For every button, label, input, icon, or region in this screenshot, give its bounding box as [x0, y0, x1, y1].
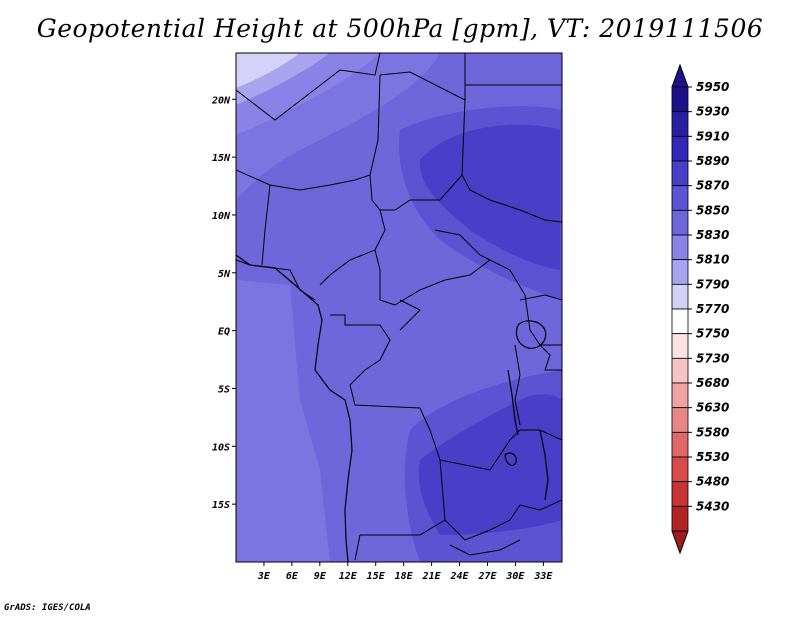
- colorbar-label: 5870: [696, 179, 729, 193]
- border-line: [369, 74, 466, 211]
- colorbar-swatch: [671, 283, 689, 310]
- border-line: [434, 229, 531, 331]
- border-line: [354, 534, 361, 561]
- border-line: [539, 344, 562, 371]
- border-line: [461, 174, 562, 223]
- longitude-axis: 3E 6E 9E 12E 15E 18E 21E 24E 27E 30E 33E: [257, 562, 553, 582]
- colorbar-label: 5850: [696, 203, 729, 217]
- colorbar-swatch: [671, 234, 689, 261]
- lake-mweru: [504, 452, 517, 466]
- lon-tick-label: 27E: [477, 571, 497, 582]
- lat-tick-label: 5S: [218, 384, 230, 395]
- lat-tick-label: 10S: [212, 442, 230, 453]
- latitude-axis: 20N 15N 10N 5N EQ 5S 10S 15S: [211, 95, 236, 511]
- lat-tick-label: EQ: [218, 327, 230, 338]
- lat-tick-label: 15N: [212, 153, 231, 164]
- colorbar-swatch: [671, 135, 689, 162]
- border-line: [509, 429, 562, 441]
- border-line: [519, 294, 562, 301]
- coastline: [236, 254, 549, 562]
- lon-tick-label: 30E: [505, 571, 525, 582]
- colorbar-label: 5910: [696, 129, 729, 143]
- lon-tick-label: 3E: [257, 571, 271, 582]
- lon-tick-label: 33E: [533, 571, 553, 582]
- coast-line: [236, 254, 353, 562]
- lon-tick-label: 12E: [339, 571, 358, 582]
- field-band-5790: [236, 53, 300, 88]
- lon-tick-label: 24E: [450, 571, 470, 582]
- lake-malawi: [539, 429, 549, 501]
- colorbar-label: 5790: [696, 277, 729, 291]
- colorbar-label: 5810: [696, 253, 729, 267]
- colorbar-swatch: [671, 382, 689, 409]
- colorbar-label: 5580: [696, 425, 729, 439]
- colorbar-label: 5750: [696, 327, 729, 341]
- colorbar-swatch: [671, 209, 689, 236]
- border-line: [360, 519, 446, 536]
- country-borders: [236, 53, 562, 561]
- lat-tick-label: 10N: [212, 211, 231, 222]
- colorbar-swatch: [671, 357, 689, 384]
- field-band-5890-se: [418, 394, 562, 535]
- colorbar-swatch: [671, 456, 689, 483]
- colorbar-swatch: [671, 111, 689, 137]
- colorbar-label: 5890: [696, 154, 729, 168]
- colorbar-top-cap: [671, 63, 689, 88]
- border-line: [236, 169, 371, 191]
- border-line: [319, 209, 386, 286]
- colorbar-swatch: [671, 333, 689, 359]
- colorbar-label: 5530: [696, 450, 729, 464]
- colorbar-swatch: [671, 160, 689, 187]
- border-line: [349, 384, 511, 471]
- field-band-west: [236, 280, 330, 562]
- border-line: [379, 53, 466, 101]
- chart-title: Geopotential Height at 500hPa [gpm], VT:…: [36, 14, 764, 43]
- lake-tanganyika: [507, 369, 519, 436]
- colorbar-swatch: [671, 407, 689, 433]
- colorbar-label: 5950: [696, 80, 729, 94]
- colorbar-bottom-cap: [671, 530, 689, 555]
- lat-tick-label: 20N: [211, 95, 231, 106]
- border-line: [261, 184, 271, 266]
- border-line: [374, 249, 491, 306]
- border-line: [236, 53, 381, 121]
- colorbar-label: 5630: [696, 401, 729, 415]
- lon-tick-label: 18E: [395, 571, 414, 582]
- colorbar-swatch: [671, 185, 689, 211]
- border-line: [449, 539, 521, 556]
- lat-tick-label: 15S: [212, 500, 230, 511]
- colorbar-swatch: [671, 505, 689, 532]
- colorbar-label: 5680: [696, 376, 729, 390]
- credit-text: GrADS: IGES/COLA: [4, 603, 91, 613]
- lon-tick-label: 6E: [286, 571, 299, 582]
- lake-victoria: [515, 320, 547, 349]
- colorbar-swatch: [671, 86, 689, 113]
- colorbar-label: 5480: [696, 475, 729, 489]
- lon-tick-label: 9E: [314, 571, 327, 582]
- colorbar: 5950 5930 5910 5890 5870 5850 5830 5810 5790 5770…: [671, 63, 729, 555]
- map-frame: [235, 52, 563, 563]
- colorbar-label: 5730: [696, 351, 729, 365]
- border-line: [399, 299, 421, 331]
- lon-tick-label: 15E: [367, 571, 386, 582]
- colorbar-swatch: [671, 259, 689, 285]
- border-line: [519, 499, 562, 511]
- border-line: [330, 314, 391, 386]
- colorbar-label: 5770: [696, 302, 729, 316]
- border-line: [439, 459, 521, 541]
- colorbar-swatch: [671, 431, 689, 458]
- colorbar-swatch: [671, 481, 689, 507]
- lon-tick-label: 21E: [422, 571, 442, 582]
- colorbar-label: 5930: [696, 105, 729, 119]
- lat-tick-label: 5N: [218, 269, 231, 280]
- colorbar-label: 5430: [696, 499, 729, 513]
- border-line: [514, 344, 521, 426]
- field-band-5890-ne: [419, 124, 560, 270]
- colorbar-swatch: [671, 308, 689, 335]
- geopotential-field: [236, 53, 562, 562]
- colorbar-label: 5830: [696, 228, 729, 242]
